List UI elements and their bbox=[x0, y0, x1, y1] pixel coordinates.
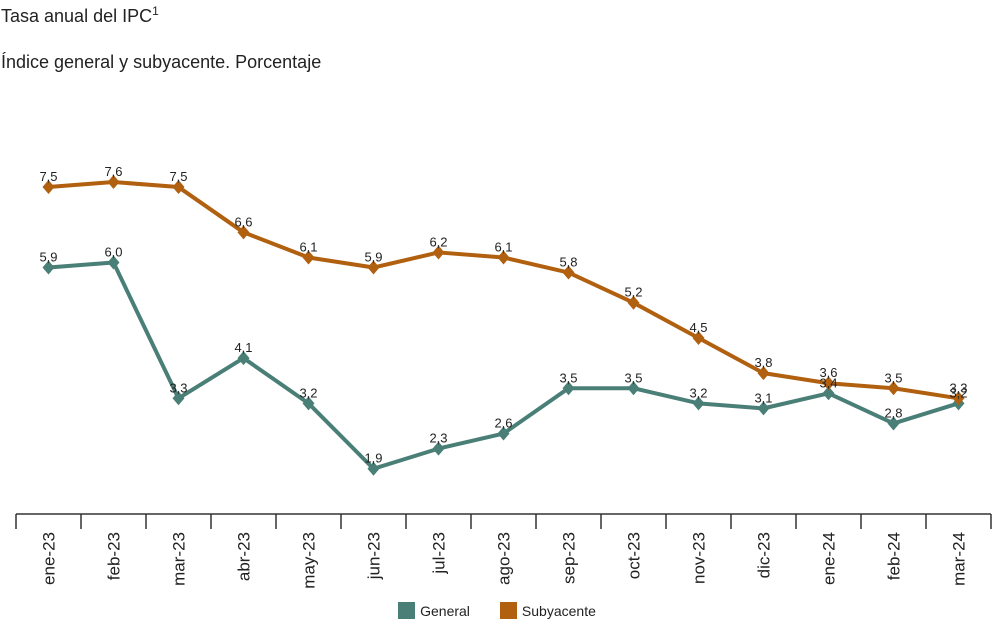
marker-general[interactable] bbox=[367, 461, 380, 476]
marker-subyacente[interactable] bbox=[757, 366, 770, 381]
data-label-subyacente: 7,5 bbox=[169, 169, 187, 184]
legend-label-subyacente: Subyacente bbox=[521, 602, 596, 619]
marker-subyacente[interactable] bbox=[302, 250, 315, 265]
x-tick-label: jun-23 bbox=[365, 532, 384, 580]
marker-general[interactable] bbox=[172, 391, 185, 406]
series-layer bbox=[42, 175, 965, 476]
data-label-subyacente: 3,6 bbox=[819, 365, 837, 380]
x-axis: ene-23 feb-23 mar-23 abr-23 may-23 jun-23 jul-… bbox=[15, 513, 992, 589]
x-tick-label: dic-23 bbox=[755, 532, 774, 578]
legend-item-general[interactable]: General bbox=[398, 602, 470, 619]
data-labels: 5,9 6,0 3,3 4,1 3,2 1,9 2,3 2,6 3,5 3,5 3,2 3,1 3,4 2… bbox=[39, 164, 967, 466]
marker-subyacente[interactable] bbox=[692, 330, 705, 345]
x-tick-label: may-23 bbox=[300, 532, 319, 589]
marker-subyacente[interactable] bbox=[432, 245, 445, 260]
legend-swatch-subyacente bbox=[499, 602, 517, 619]
x-tick-label: mar-24 bbox=[950, 532, 969, 586]
data-label-subyacente: 3,5 bbox=[884, 370, 902, 385]
data-label-general: 3,3 bbox=[169, 380, 187, 395]
data-label-subyacente: 7,6 bbox=[104, 164, 122, 179]
data-label-subyacente: 6,1 bbox=[299, 239, 317, 254]
data-label-general: 3,5 bbox=[559, 370, 577, 385]
marker-subyacente[interactable] bbox=[42, 180, 55, 195]
marker-subyacente[interactable] bbox=[172, 180, 185, 195]
data-label-general: 3,2 bbox=[689, 385, 707, 400]
marker-general[interactable] bbox=[822, 386, 835, 401]
x-tick-label: ene-23 bbox=[40, 532, 59, 585]
marker-general[interactable] bbox=[432, 441, 445, 456]
x-tick-label: jul-23 bbox=[430, 532, 449, 575]
data-label-subyacente: 6,1 bbox=[494, 239, 512, 254]
marker-general[interactable] bbox=[692, 396, 705, 411]
data-label-general: 3,2 bbox=[299, 385, 317, 400]
legend: General Subyacente bbox=[0, 602, 1004, 619]
data-label-subyacente: 3,8 bbox=[754, 355, 772, 370]
x-tick-label: feb-23 bbox=[105, 532, 124, 580]
data-label-subyacente: 5,2 bbox=[624, 285, 642, 300]
data-label-general: 3,1 bbox=[754, 390, 772, 405]
marker-subyacente[interactable] bbox=[497, 250, 510, 265]
marker-subyacente[interactable] bbox=[562, 265, 575, 280]
marker-subyacente[interactable] bbox=[627, 295, 640, 310]
marker-subyacente[interactable] bbox=[822, 376, 835, 391]
x-tick-label: feb-24 bbox=[885, 532, 904, 580]
data-label-subyacente: 7,5 bbox=[39, 169, 57, 184]
x-tick-label: sep-23 bbox=[560, 532, 579, 584]
marker-subyacente[interactable] bbox=[237, 225, 250, 240]
marker-general[interactable] bbox=[757, 401, 770, 416]
marker-subyacente[interactable] bbox=[367, 260, 380, 275]
data-label-general: 3,5 bbox=[624, 370, 642, 385]
marker-general[interactable] bbox=[497, 426, 510, 441]
legend-item-subyacente[interactable]: Subyacente bbox=[499, 602, 596, 619]
x-tick-label: oct-23 bbox=[625, 532, 644, 579]
marker-subyacente[interactable] bbox=[107, 175, 120, 190]
marker-subyacente[interactable] bbox=[887, 381, 900, 396]
data-label-subyacente: 3,3 bbox=[949, 380, 967, 395]
data-label-general: 3,4 bbox=[819, 375, 837, 390]
data-label-general: 3,2 bbox=[949, 385, 967, 400]
marker-general[interactable] bbox=[627, 381, 640, 396]
data-label-general: 2,6 bbox=[494, 416, 512, 431]
legend-swatch-general bbox=[398, 602, 416, 619]
data-label-subyacente: 5,9 bbox=[364, 250, 382, 265]
marker-general[interactable] bbox=[302, 396, 315, 411]
marker-general[interactable] bbox=[107, 255, 120, 270]
x-tick-label: mar-23 bbox=[170, 532, 189, 586]
data-label-general: 4,1 bbox=[234, 340, 252, 355]
marker-general[interactable] bbox=[237, 351, 250, 366]
x-tick-label: ene-24 bbox=[820, 532, 839, 585]
marker-subyacente[interactable] bbox=[952, 391, 965, 406]
data-label-subyacente: 6,2 bbox=[429, 234, 447, 249]
data-label-general: 2,8 bbox=[884, 405, 902, 420]
data-label-general: 6,0 bbox=[104, 245, 122, 260]
x-tick-label: ago-23 bbox=[495, 532, 514, 585]
marker-general[interactable] bbox=[562, 381, 575, 396]
data-label-general: 5,9 bbox=[39, 250, 57, 265]
legend-label-general: General bbox=[420, 602, 470, 619]
chart-subtitle: Índice general y subyacente. Porcentaje bbox=[1, 52, 322, 72]
data-label-subyacente: 5,8 bbox=[559, 255, 577, 270]
title-footnote-marker: 1 bbox=[152, 4, 159, 18]
chart-title: Tasa anual del IPC1 bbox=[1, 4, 159, 27]
chart-title-text: Tasa anual del IPC bbox=[1, 6, 153, 26]
marker-general[interactable] bbox=[887, 416, 900, 431]
data-label-subyacente: 6,6 bbox=[234, 214, 252, 229]
data-label-general: 1,9 bbox=[364, 451, 382, 466]
marker-general[interactable] bbox=[42, 260, 55, 275]
data-label-general: 2,3 bbox=[429, 431, 447, 446]
data-label-subyacente: 4,5 bbox=[689, 320, 707, 335]
x-tick-label: abr-23 bbox=[235, 532, 254, 581]
x-tick-label: nov-23 bbox=[690, 532, 709, 584]
